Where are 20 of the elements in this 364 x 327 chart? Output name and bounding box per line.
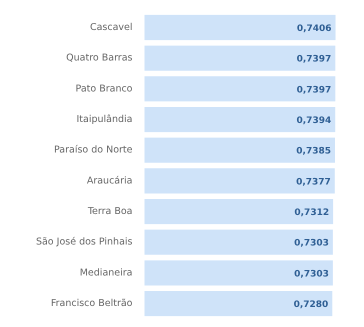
y-tick-label: Paraíso do Norte — [54, 144, 133, 156]
data-label: 0,7377 — [296, 177, 331, 188]
y-tick-label: Itaipulândia — [76, 114, 133, 126]
data-label: 0,7280 — [294, 300, 328, 310]
data-label: 0,7397 — [296, 85, 332, 96]
y-tick-label: Francisco Beltrão — [50, 298, 133, 310]
y-tick-label: Cascavel — [90, 22, 133, 34]
y-tick-label: Terra Boa — [86, 206, 132, 218]
y-tick-label: Araucária — [86, 175, 133, 186]
data-label: 0,7385 — [296, 146, 332, 157]
y-tick-label: Medianeira — [80, 267, 132, 278]
data-label: 0,7303 — [294, 238, 329, 249]
data-label: 0,7303 — [294, 269, 329, 280]
y-tick-label: Quatro Barras — [66, 52, 133, 64]
data-label: 0,7394 — [296, 116, 332, 126]
data-label: 0,7312 — [294, 208, 330, 218]
y-tick-label: Pato Branco — [76, 83, 133, 94]
y-tick-label: São José dos Pinhais — [36, 236, 133, 248]
data-label: 0,7397 — [296, 54, 332, 65]
data-label: 0,7406 — [296, 24, 332, 34]
